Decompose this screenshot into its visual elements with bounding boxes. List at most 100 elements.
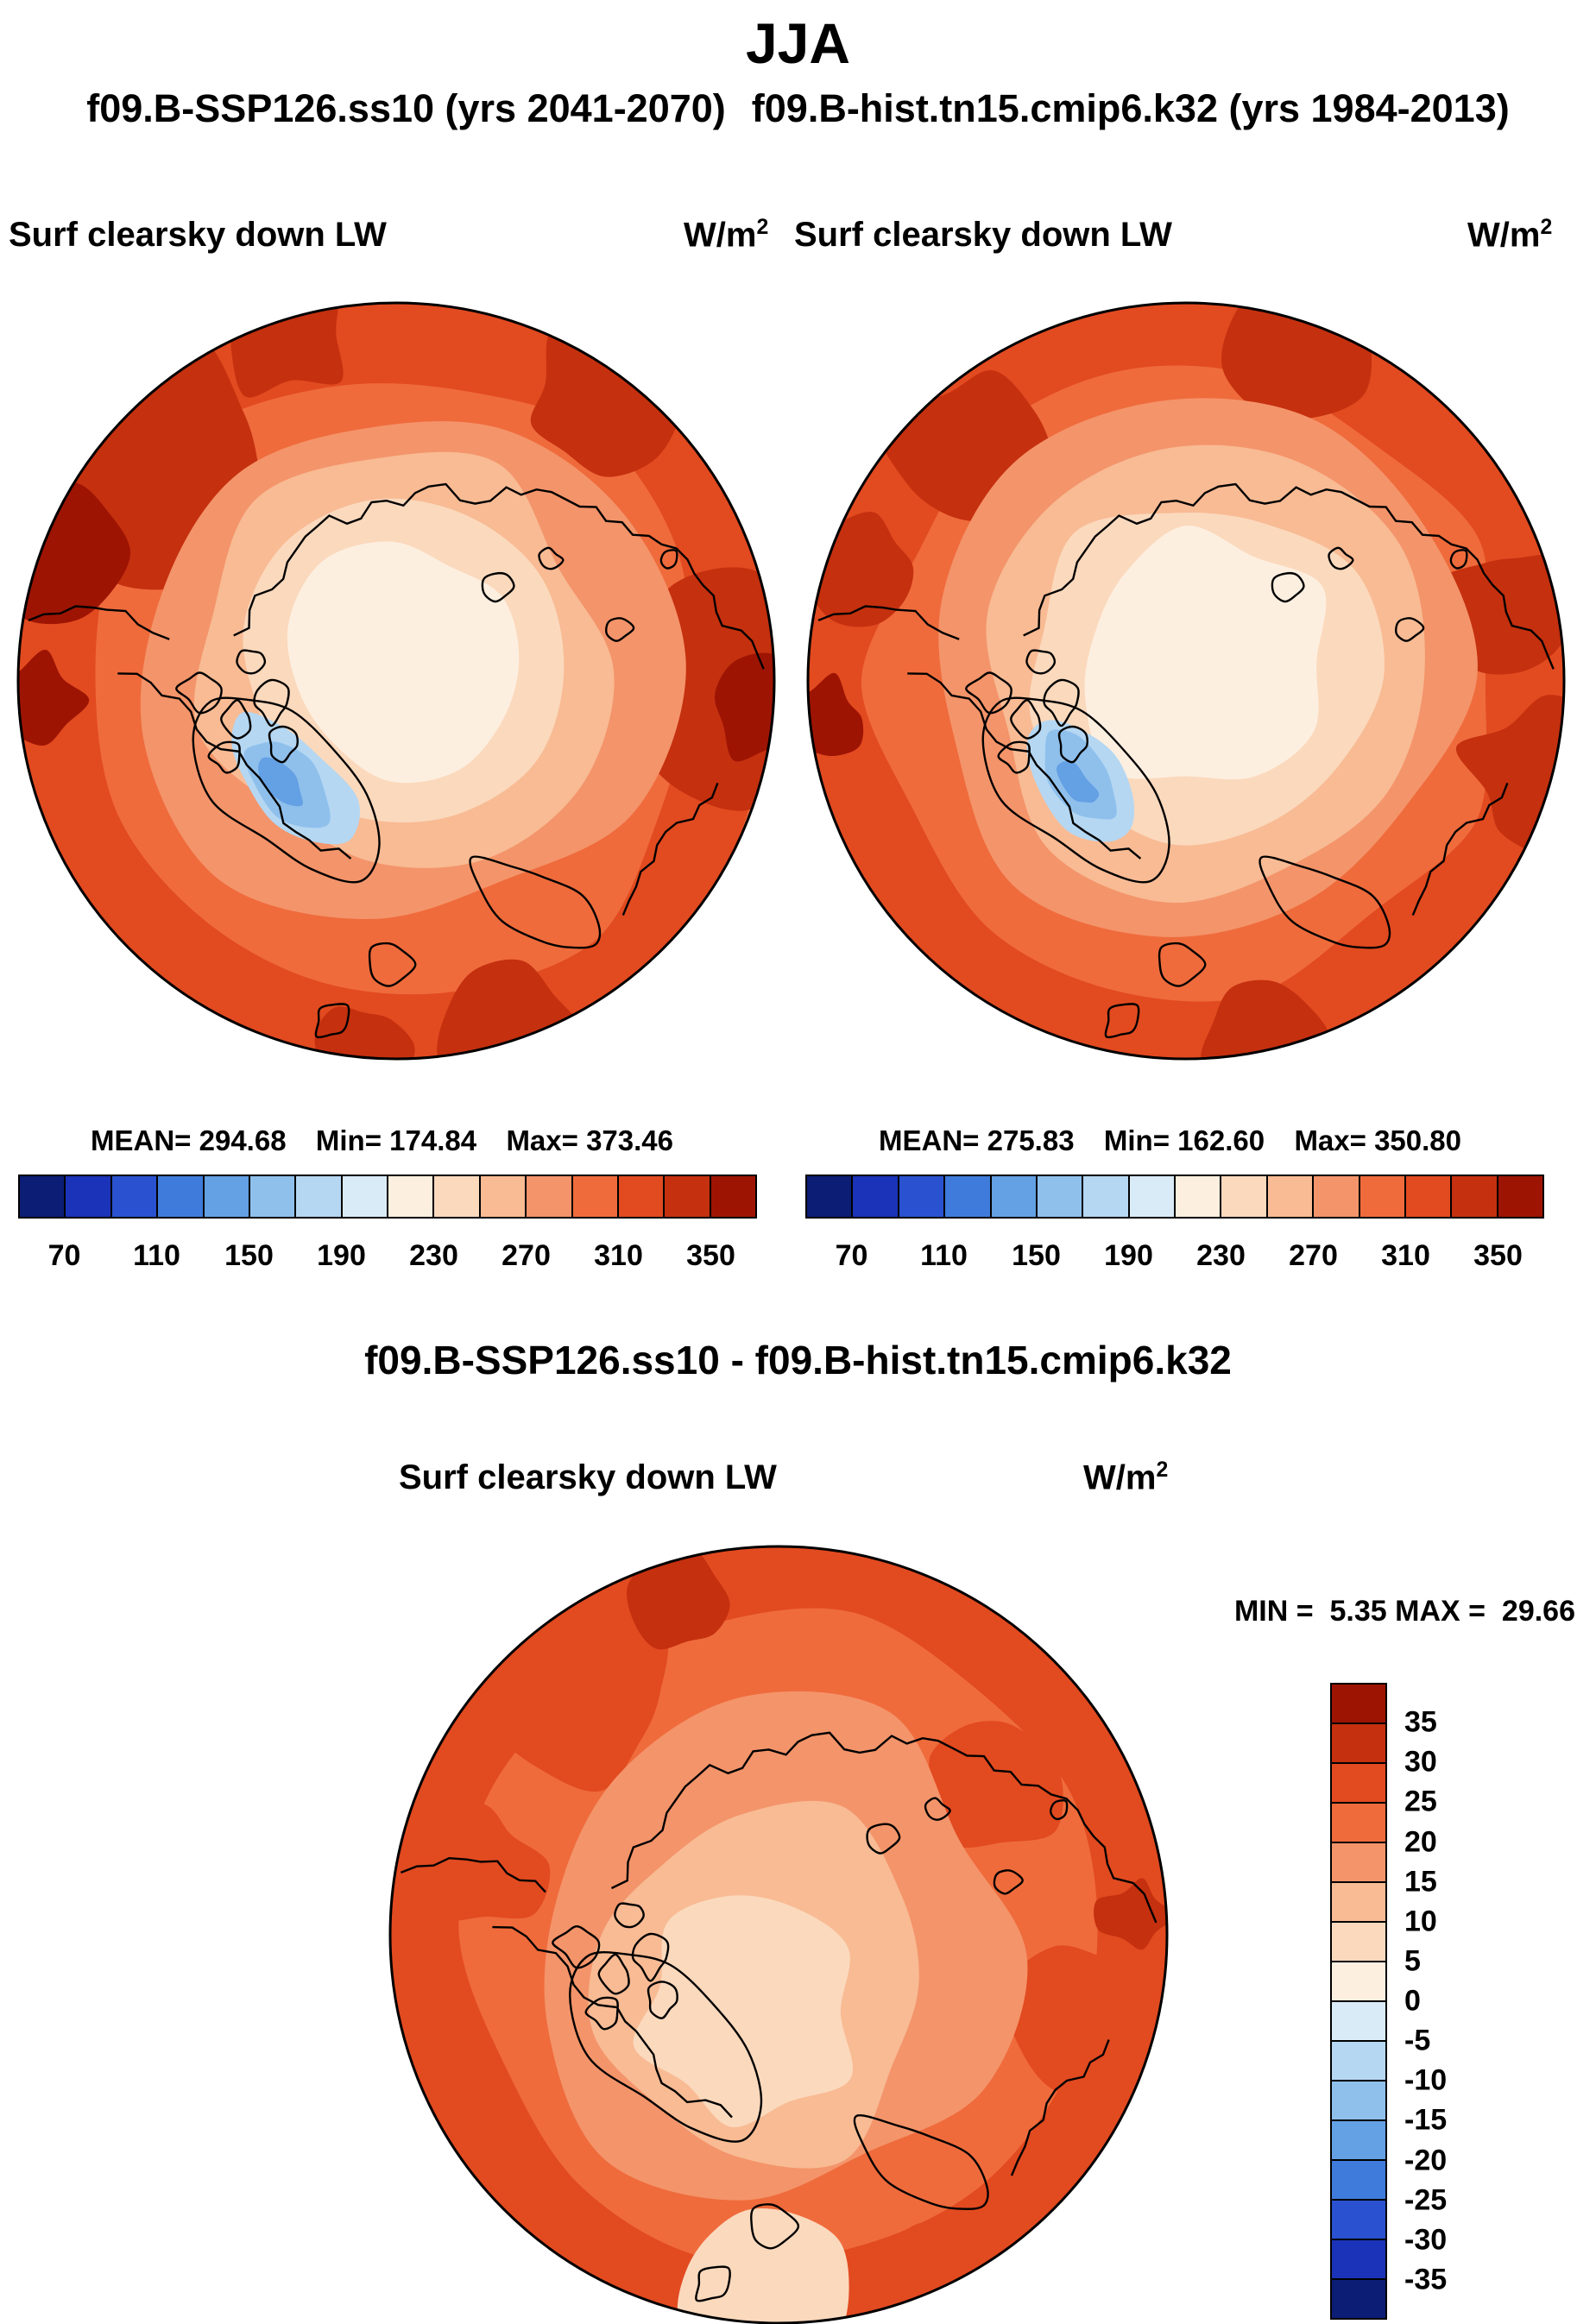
colorbar-cell: [1332, 2201, 1385, 2240]
colorbar-cell: [991, 1176, 1038, 1217]
stats-left-min-label: Min=: [315, 1124, 382, 1156]
colorbar-cell: [1332, 1962, 1385, 2002]
colorbar-cell: [1405, 1176, 1453, 1217]
diff-colorbar-label: -25: [1404, 2183, 1448, 2217]
colorbar-cell: [388, 1176, 435, 1217]
colorbar-cell: [66, 1176, 112, 1217]
diff-colorbar-label: 5: [1404, 1944, 1421, 1978]
colorbar-cell: [1332, 1724, 1385, 1764]
left-panel-variable-label: Surf clearsky down LW: [9, 216, 387, 254]
stats-left-mean-label: MEAN=: [91, 1124, 192, 1156]
colorbar-cell: [1332, 2042, 1385, 2082]
diff-panel-units: W/m2: [1083, 1458, 1168, 1497]
right-panel-variable-label: Surf clearsky down LW: [794, 216, 1172, 254]
colorbar-cell: [1221, 1176, 1268, 1217]
diff-minmax-stats: MIN = 5.35 MAX = 29.66: [1157, 1595, 1575, 1628]
colorbar-cell: [1332, 1843, 1385, 1883]
colorbar-right-ticks: 70 110 150 190 230 270 310 350: [805, 1239, 1544, 1277]
diff-max-value: 29.66: [1501, 1595, 1575, 1628]
colorbar-cell: [1332, 2280, 1385, 2318]
colorbar-cell: [1452, 1176, 1498, 1217]
colorbar-tick-label: 230: [1196, 1239, 1246, 1272]
colorbar-difference: [1330, 1683, 1387, 2320]
colorbar-tick-label: 150: [224, 1239, 274, 1272]
stats-right-min-value: 162.60: [1177, 1124, 1265, 1156]
colorbar-cell: [1332, 2002, 1385, 2042]
left-units-exponent: 2: [756, 216, 769, 239]
right-panel-units: W/m2: [1467, 216, 1552, 255]
right-units-exponent: 2: [1540, 216, 1553, 239]
diff-colorbar-label: -20: [1404, 2144, 1448, 2176]
map-hist-polar-plot: [806, 301, 1566, 1061]
stats-right-mean-value: 275.83: [987, 1124, 1075, 1156]
colorbar-cell: [1332, 2082, 1385, 2121]
stats-left-max-value: 373.46: [586, 1124, 674, 1156]
colorbar-cell: [249, 1176, 297, 1217]
colorbar-tick-label: 270: [502, 1239, 551, 1272]
stats-right-mean-label: MEAN=: [879, 1124, 980, 1156]
colorbar-cell: [1267, 1176, 1315, 1217]
colorbar-tick-label: 310: [594, 1239, 643, 1272]
diff-units-base: W/m: [1083, 1458, 1157, 1497]
diff-colorbar-label: -15: [1404, 2103, 1448, 2137]
colorbar-cell: [204, 1176, 250, 1217]
diff-colorbar-label: 10: [1404, 1905, 1437, 1938]
colorbar-tick-label: 230: [409, 1239, 458, 1272]
stats-left: MEAN= 294.68 Min= 174.84 Max= 373.46: [91, 1124, 673, 1157]
colorbar-cell: [434, 1176, 481, 1217]
colorbar-cell: [1314, 1176, 1360, 1217]
colorbar-cell: [1037, 1176, 1084, 1217]
colorbar-left: [18, 1175, 757, 1219]
colorbar-cell: [899, 1176, 946, 1217]
stats-left-max-label: Max=: [506, 1124, 578, 1156]
colorbar-tick-label: 190: [1104, 1239, 1153, 1272]
left-units-base: W/m: [684, 216, 757, 255]
subtitle-run-left: f09.B-SSP126.ss10 (yrs 2041-2070): [86, 86, 726, 130]
colorbar-cell: [1332, 1923, 1385, 1962]
subtitle-run-right: f09.B-hist.tn15.cmip6.k32 (yrs 1984-2013…: [751, 86, 1510, 130]
colorbar-cell: [1332, 1883, 1385, 1923]
stats-right-min-label: Min=: [1103, 1124, 1170, 1156]
colorbar-cell: [342, 1176, 388, 1217]
colorbar-tick-label: 350: [1473, 1239, 1523, 1272]
stats-left-min-value: 174.84: [389, 1124, 477, 1156]
colorbar-cell: [1083, 1176, 1130, 1217]
diff-colorbar-label: -35: [1404, 2263, 1448, 2296]
colorbar-tick-label: 70: [47, 1239, 81, 1272]
colorbar-right: [805, 1175, 1544, 1219]
colorbar-tick-label: 270: [1289, 1239, 1338, 1272]
figure-subtitle: f09.B-SSP126.ss10 (yrs 2041-2070) f09.B-h…: [0, 86, 1596, 131]
colorbar-cell: [296, 1176, 343, 1217]
colorbar-cell: [807, 1176, 854, 1217]
diff-max-label: MAX =: [1395, 1595, 1486, 1628]
colorbar-cell: [158, 1176, 205, 1217]
stats-right-max-label: Max=: [1294, 1124, 1366, 1156]
colorbar-tick-label: 110: [920, 1239, 968, 1272]
diff-colorbar-label: 35: [1404, 1705, 1437, 1739]
colorbar-tick-label: 150: [1012, 1239, 1061, 1272]
figure-title: JJA: [745, 11, 851, 75]
stats-left-mean-value: 294.68: [199, 1124, 287, 1156]
colorbar-cell: [1176, 1176, 1222, 1217]
colorbar-cell: [1359, 1176, 1406, 1217]
diff-colorbar-label: 15: [1404, 1865, 1437, 1899]
diff-min-label: MIN =: [1233, 1595, 1314, 1628]
colorbar-cell: [527, 1176, 573, 1217]
map-difference-polar-plot: [388, 1545, 1169, 2324]
left-panel-units: W/m2: [684, 216, 768, 255]
colorbar-tick-label: 70: [835, 1239, 868, 1272]
right-units-base: W/m: [1467, 216, 1541, 255]
colorbar-cell: [945, 1176, 992, 1217]
colorbar-tick-label: 110: [133, 1239, 180, 1272]
colorbar-cell: [480, 1176, 527, 1217]
stats-right: MEAN= 275.83 Min= 162.60 Max= 350.80: [879, 1124, 1461, 1157]
diff-colorbar-label: -10: [1404, 2063, 1448, 2097]
colorbar-cell: [710, 1176, 755, 1217]
colorbar-cell: [1332, 1804, 1385, 1843]
diff-colorbar-label: 0: [1404, 1984, 1421, 2018]
colorbar-tick-label: 190: [317, 1239, 366, 1272]
colorbar-left-ticks: 70 110 150 190 230 270 310 350: [18, 1239, 757, 1277]
colorbar-difference-labels: 35 30 25 20 15 10 5 0 -5 -10 -15 -20 -25 -30 -35: [1404, 1683, 1508, 2320]
colorbar-cell: [20, 1176, 66, 1217]
